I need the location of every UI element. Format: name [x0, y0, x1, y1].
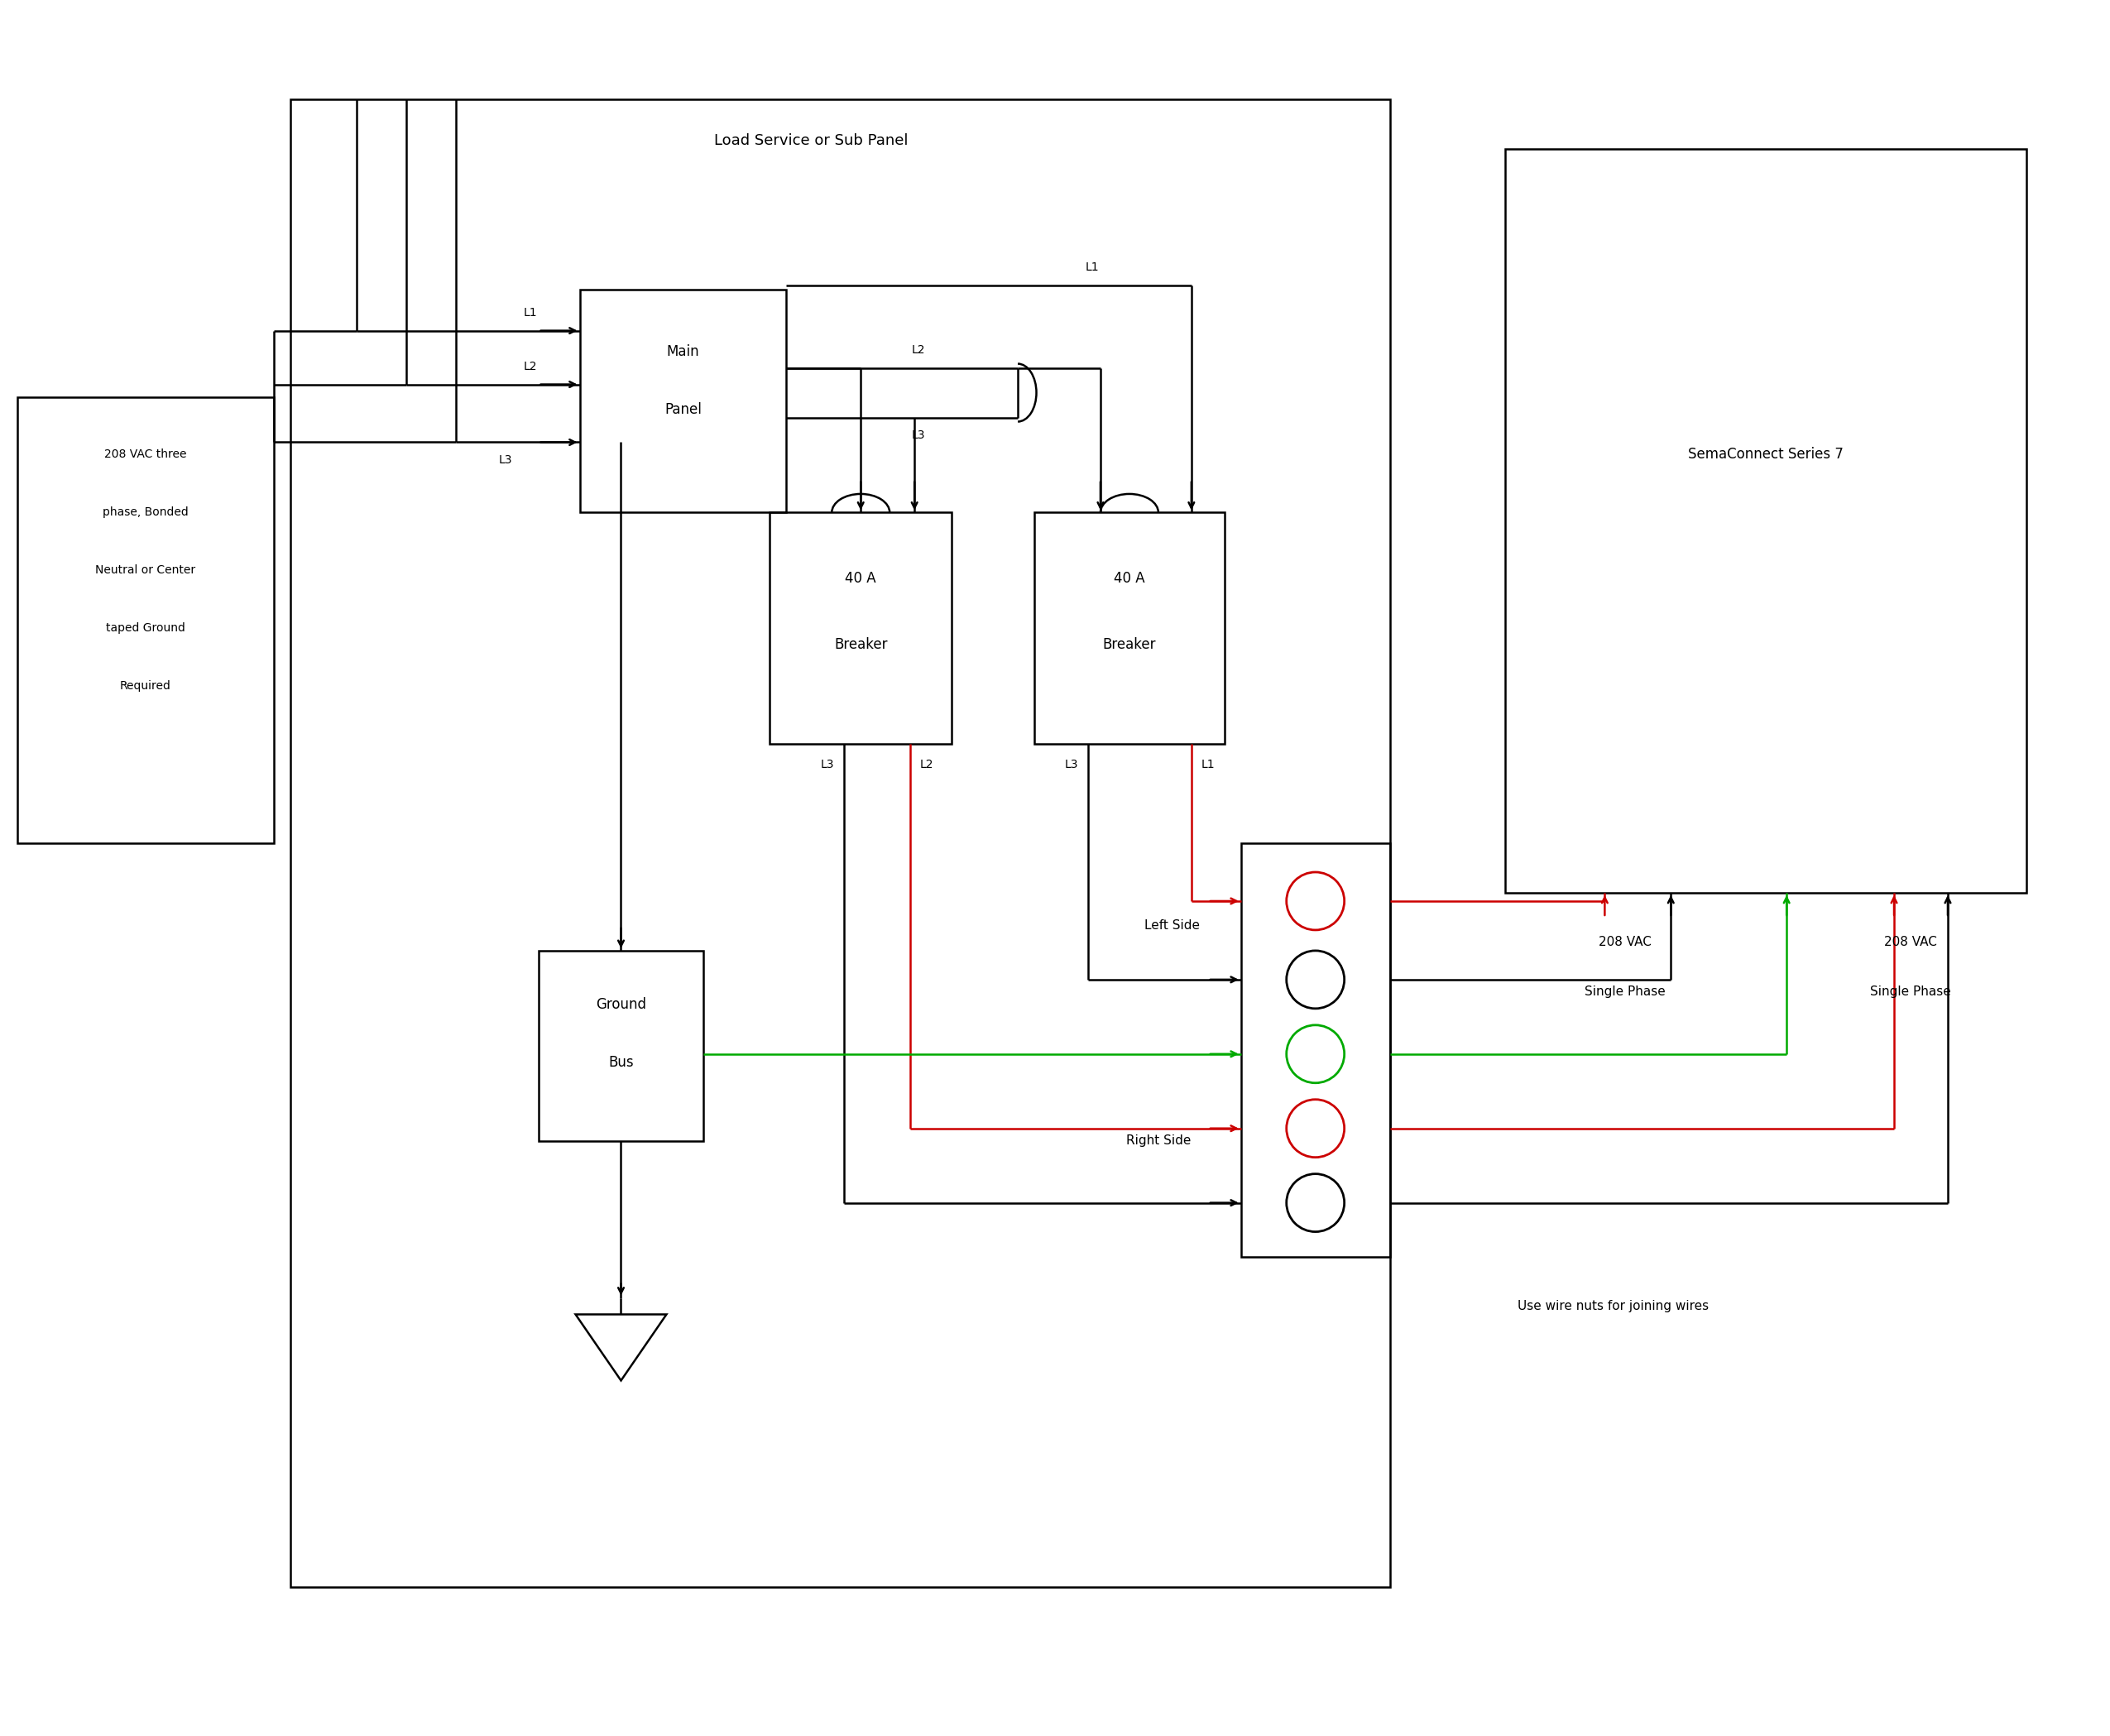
Text: Single Phase: Single Phase	[1585, 986, 1665, 998]
Bar	[1241, 844, 1390, 1257]
Text: 208 VAC three: 208 VAC three	[106, 450, 188, 460]
Text: Load Service or Sub Panel: Load Service or Sub Panel	[713, 134, 907, 148]
Bar	[1507, 149, 2026, 892]
Text: Bus: Bus	[608, 1055, 633, 1069]
Text: Use wire nuts for joining wires: Use wire nuts for joining wires	[1517, 1300, 1709, 1312]
Bar	[538, 951, 703, 1141]
Text: Main: Main	[667, 344, 698, 359]
Text: phase, Bonded: phase, Bonded	[103, 507, 188, 519]
Text: L3: L3	[821, 759, 833, 771]
Text: 40 A: 40 A	[846, 571, 876, 587]
Bar	[1034, 512, 1224, 745]
Text: 208 VAC: 208 VAC	[1884, 936, 1937, 948]
Text: L1: L1	[523, 307, 536, 318]
Text: Ground: Ground	[595, 996, 646, 1012]
Text: Breaker: Breaker	[833, 637, 888, 653]
Text: Single Phase: Single Phase	[1869, 986, 1952, 998]
Text: L2: L2	[912, 344, 926, 356]
Text: taped Ground: taped Ground	[106, 623, 186, 634]
Text: Breaker: Breaker	[1104, 637, 1156, 653]
Text: L3: L3	[912, 431, 926, 441]
Text: Left Side: Left Side	[1144, 920, 1201, 932]
Text: 208 VAC: 208 VAC	[1599, 936, 1652, 948]
Text: L2: L2	[523, 361, 536, 372]
Text: L3: L3	[1066, 759, 1078, 771]
Text: SemaConnect Series 7: SemaConnect Series 7	[1688, 448, 1844, 462]
Text: 40 A: 40 A	[1114, 571, 1146, 587]
Text: L1: L1	[1201, 759, 1215, 771]
Bar	[580, 290, 787, 512]
Text: L2: L2	[920, 759, 935, 771]
Bar	[770, 512, 952, 745]
Bar	[17, 398, 274, 844]
Text: Neutral or Center: Neutral or Center	[95, 564, 196, 576]
Text: Required: Required	[120, 681, 171, 693]
Text: L3: L3	[498, 455, 513, 467]
Text: Right Side: Right Side	[1127, 1135, 1192, 1147]
Text: Panel: Panel	[665, 401, 701, 417]
Text: L1: L1	[1085, 260, 1099, 273]
Bar	[291, 99, 1390, 1587]
